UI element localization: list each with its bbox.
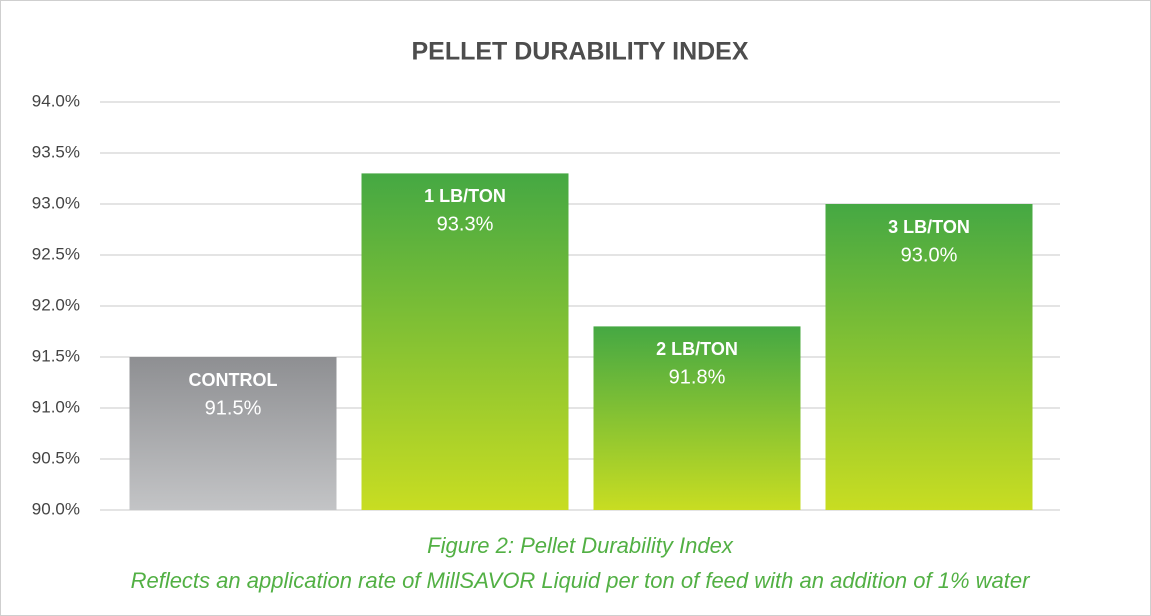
bar-category-label: 3 LB/TON xyxy=(888,217,970,237)
bar xyxy=(129,357,337,510)
data-label: 93.3% xyxy=(437,214,494,236)
data-label: 91.5% xyxy=(205,397,262,419)
y-tick-label: 91.0% xyxy=(32,397,80,416)
caption: Reflects an application rate of MillSAVO… xyxy=(131,568,1032,593)
bar-category-label: CONTROL xyxy=(189,370,278,390)
chart-title: PELLET DURABILITY INDEX xyxy=(411,38,748,66)
y-tick-label: 91.5% xyxy=(32,346,80,365)
bar xyxy=(593,326,801,510)
y-tick-label: 90.5% xyxy=(32,448,80,467)
data-label: 93.0% xyxy=(901,244,958,266)
y-tick-label: 94.0% xyxy=(32,91,80,110)
data-label: 91.8% xyxy=(669,367,726,389)
bar-category-label: 2 LB/TON xyxy=(656,339,738,359)
bar xyxy=(361,173,569,510)
y-tick-label: 92.0% xyxy=(32,295,80,314)
bar xyxy=(825,204,1033,510)
caption: Figure 2: Pellet Durability Index xyxy=(427,533,734,558)
y-tick-label: 92.5% xyxy=(32,244,80,263)
bar-category-label: 1 LB/TON xyxy=(424,186,506,206)
y-tick-label: 93.5% xyxy=(32,142,80,161)
y-tick-label: 90.0% xyxy=(32,499,80,518)
y-tick-label: 93.0% xyxy=(32,193,80,212)
